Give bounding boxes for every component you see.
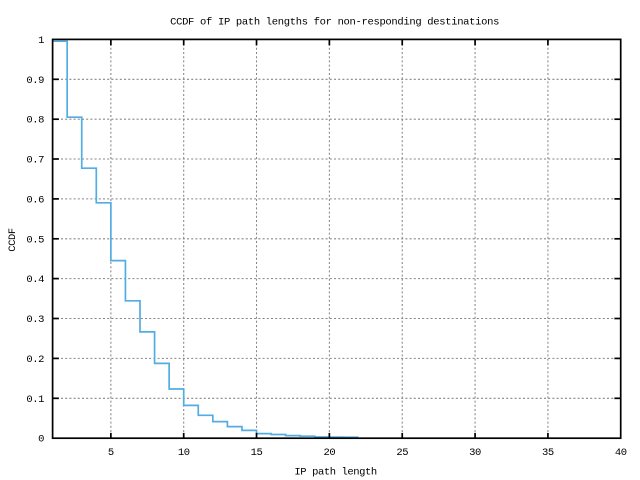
- svg-text:0.3: 0.3: [26, 314, 44, 326]
- svg-text:0.6: 0.6: [26, 194, 44, 206]
- svg-text:35: 35: [542, 447, 554, 459]
- svg-text:15: 15: [251, 447, 263, 459]
- svg-text:0.8: 0.8: [26, 115, 44, 127]
- svg-text:20: 20: [323, 447, 335, 459]
- svg-text:0.4: 0.4: [26, 274, 44, 286]
- svg-text:0: 0: [38, 434, 44, 446]
- svg-text:0.5: 0.5: [26, 234, 44, 246]
- svg-text:0.2: 0.2: [26, 354, 44, 366]
- svg-text:30: 30: [469, 447, 481, 459]
- svg-text:10: 10: [178, 447, 190, 459]
- svg-text:1: 1: [38, 35, 44, 47]
- svg-text:0.1: 0.1: [26, 394, 44, 406]
- svg-text:CCDF of IP path lengths for no: CCDF of IP path lengths for non-respondi…: [170, 16, 499, 28]
- svg-text:5: 5: [108, 447, 114, 459]
- svg-text:40: 40: [615, 447, 627, 459]
- svg-text:25: 25: [396, 447, 408, 459]
- svg-text:CCDF: CCDF: [7, 228, 19, 252]
- svg-text:0.7: 0.7: [26, 155, 44, 167]
- svg-text:0.9: 0.9: [26, 75, 44, 87]
- svg-text:IP path length: IP path length: [294, 466, 376, 478]
